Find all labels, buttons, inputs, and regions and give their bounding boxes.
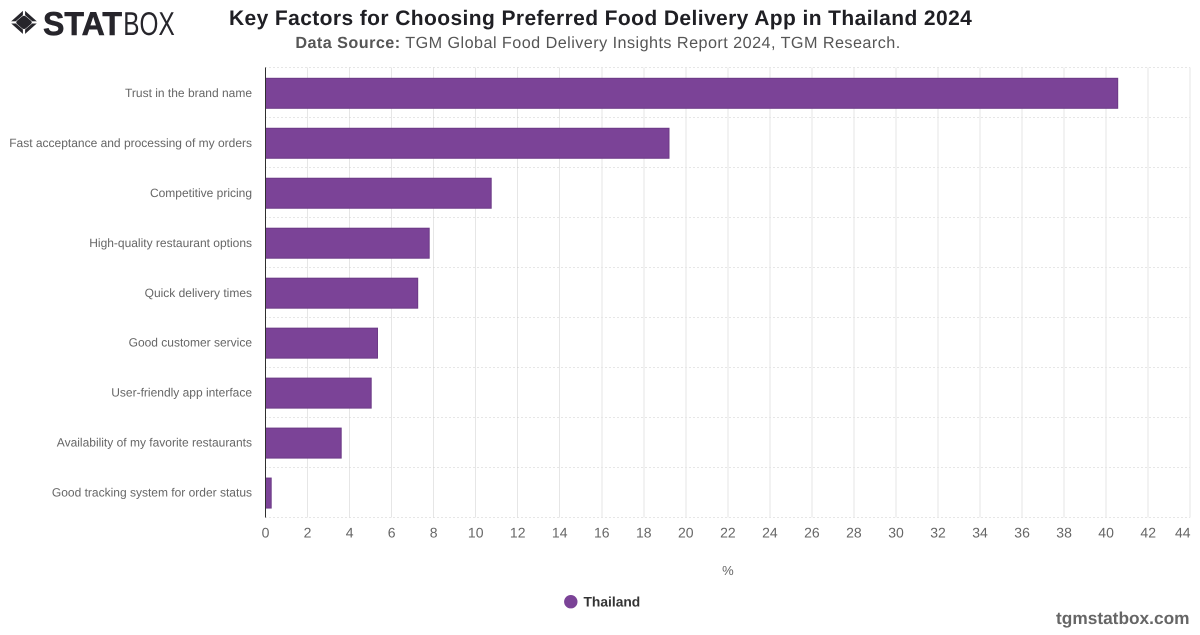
- svg-text:Data Source: TGM Global Food D: Data Source: TGM Global Food Delivery In…: [295, 34, 900, 52]
- svg-text:High-quality restaurant option: High-quality restaurant options: [89, 236, 252, 250]
- svg-text:12: 12: [510, 525, 526, 541]
- svg-text:0: 0: [262, 525, 270, 541]
- svg-text:Trust in the brand name: Trust in the brand name: [125, 86, 252, 100]
- svg-text:24: 24: [762, 525, 778, 541]
- svg-text:Thailand: Thailand: [584, 595, 641, 610]
- svg-text:22: 22: [720, 525, 736, 541]
- svg-text:Competitive pricing: Competitive pricing: [150, 186, 252, 200]
- svg-text:34: 34: [972, 525, 988, 541]
- svg-text:42: 42: [1140, 525, 1156, 541]
- svg-text:User-friendly app interface: User-friendly app interface: [111, 386, 252, 400]
- svg-text:8: 8: [430, 525, 438, 541]
- svg-text:Good tracking system for order: Good tracking system for order status: [52, 486, 252, 500]
- svg-text:30: 30: [888, 525, 904, 541]
- svg-text:44: 44: [1175, 525, 1191, 541]
- svg-text:Quick delivery times: Quick delivery times: [145, 286, 252, 300]
- svg-text:BOX: BOX: [123, 5, 174, 42]
- svg-text:16: 16: [594, 525, 610, 541]
- svg-text:18: 18: [636, 525, 652, 541]
- svg-text:14: 14: [552, 525, 568, 541]
- svg-text:32: 32: [930, 525, 946, 541]
- svg-text:40: 40: [1098, 525, 1114, 541]
- svg-text:STAT: STAT: [43, 5, 122, 42]
- svg-text:Availability of my favorite re: Availability of my favorite restaurants: [57, 436, 252, 450]
- svg-text:6: 6: [388, 525, 396, 541]
- svg-text:38: 38: [1056, 525, 1072, 541]
- svg-text:tgmstatbox.com: tgmstatbox.com: [1056, 608, 1189, 628]
- svg-text:Good customer service: Good customer service: [129, 336, 253, 350]
- svg-text:36: 36: [1014, 525, 1030, 541]
- svg-text:28: 28: [846, 525, 862, 541]
- svg-text:%: %: [722, 563, 734, 578]
- svg-text:2: 2: [304, 525, 312, 541]
- svg-text:10: 10: [468, 525, 484, 541]
- svg-text:20: 20: [678, 525, 694, 541]
- svg-text:Fast acceptance and processing: Fast acceptance and processing of my ord…: [9, 136, 252, 150]
- svg-text:Key Factors for Choosing Prefe: Key Factors for Choosing Preferred Food …: [229, 7, 972, 30]
- svg-text:4: 4: [346, 525, 354, 541]
- svg-text:26: 26: [804, 525, 820, 541]
